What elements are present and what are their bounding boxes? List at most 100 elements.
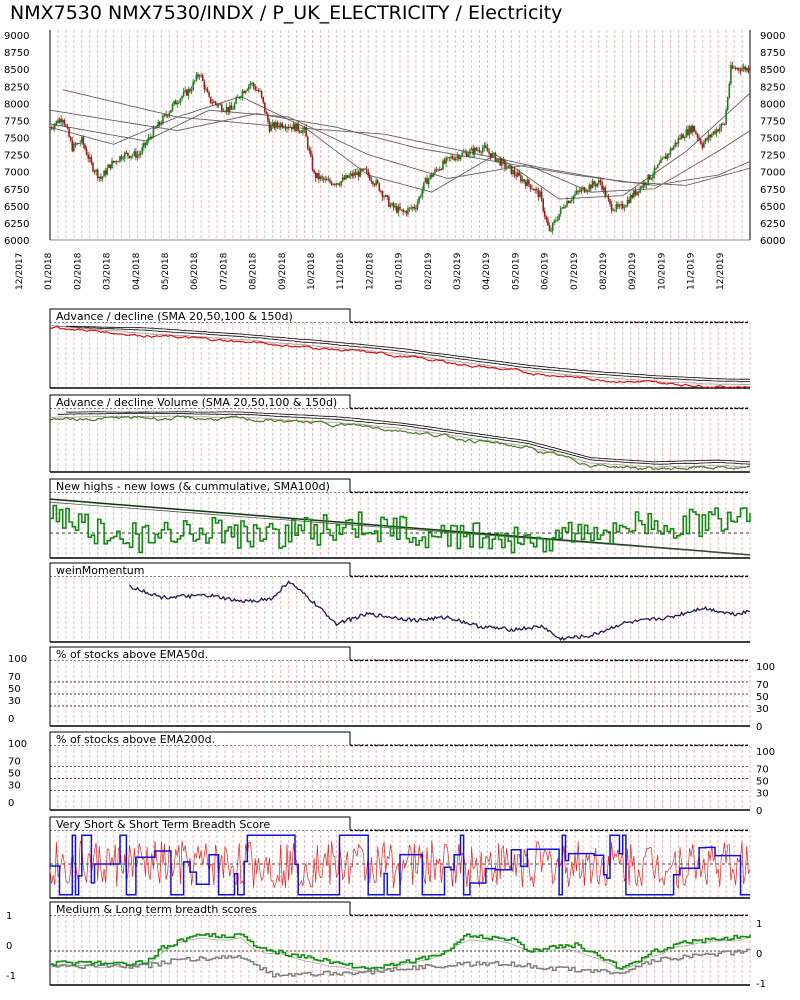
candle-body [82,137,85,145]
candle-body [252,83,255,87]
candle-body [271,122,274,126]
candle-body [291,126,293,130]
candle-body [120,156,123,160]
candle-body [548,225,551,231]
candle-body [361,168,363,171]
candle-body [693,125,696,132]
candle-body [583,187,586,193]
candle-body [101,176,104,179]
candle-body [496,159,498,162]
candle-body [184,89,187,92]
candle-body [146,141,148,145]
panel-title: weinMomentum [56,564,144,577]
candle-body [706,138,708,140]
candle-body [736,68,739,69]
candle-body [108,164,110,169]
candle-body [287,127,290,128]
candle-body [591,181,594,189]
candle-body [294,123,296,132]
candle-body [609,199,611,204]
candle-body [599,180,602,183]
candle-body [431,174,433,177]
candle-body [208,92,210,97]
candle-body [461,152,463,157]
candle-body [483,145,486,148]
candle-body [696,133,699,138]
panel-title-tab [49,731,351,745]
candle-body [249,83,252,86]
candle-body [677,138,680,144]
candle-body [68,128,70,138]
candle-body [629,195,632,203]
y-tick-label-right: 0 [756,722,762,733]
candle-body [526,179,529,186]
candle-body [275,122,277,129]
candle-body [458,155,460,160]
candle-body [356,172,358,176]
candle-body [642,182,645,188]
y-tick-label-left: 7000 [4,168,29,179]
candle-body [715,129,718,134]
candle-body [703,142,705,148]
candle-body [389,205,392,207]
y-tick-label-right: 30 [756,788,769,799]
y-tick-label-right: 7750 [760,116,785,127]
candle-body [486,147,489,152]
candle-body [391,203,393,206]
candle-body [58,119,61,124]
candle-body [664,156,667,159]
candle-body [244,90,247,94]
candle-body [524,181,527,186]
candle-body [338,184,341,186]
panel-title-tab [49,816,351,830]
candle-body [221,104,223,111]
candle-body [267,114,269,122]
candle-body [601,182,603,190]
candle-body [491,153,494,158]
candle-body [257,89,260,92]
candle-body [606,195,608,197]
candle-body [123,152,126,159]
candle-body [653,167,656,176]
candle-body [485,145,487,148]
candle-body [381,191,384,198]
candle-body [631,195,634,198]
y-tick-label-left: 7750 [4,116,29,127]
y-tick-label-left: 70 [8,757,21,768]
candle-body [63,120,66,125]
sma-line [65,411,750,463]
candle-body [698,137,700,140]
candle-body [464,152,467,154]
candle-body [236,97,239,99]
candle-body [354,172,357,176]
candle-body [119,156,121,162]
candle-body [209,96,212,103]
candle-body [539,191,541,198]
candle-body [516,172,519,177]
x-tick-label: 08/2019 [599,252,609,290]
candle-body [380,190,382,192]
candle-body [555,220,557,222]
candle-body [155,127,158,129]
candle-body [127,152,129,156]
candle-body [580,188,583,192]
candle-body [494,152,497,162]
candle-body [61,120,64,122]
y-tick-label-right: 50 [756,777,769,788]
y-tick-label-right: 30 [756,704,769,715]
candle-body [273,122,276,129]
candle-body [326,179,328,181]
y-tick-label-right: -1 [756,979,766,990]
candle-body [321,176,323,178]
candle-body [332,184,334,185]
candle-body [179,98,182,103]
candle-body [50,127,53,129]
candle-body [501,159,503,166]
y-tick-label-left: 0 [8,714,14,725]
candle-body [378,183,381,191]
candle-body [407,208,409,214]
y-tick-label-left: 8000 [4,99,29,110]
panel-title: % of stocks above EMA50d. [56,648,208,661]
candle-body [650,177,653,180]
candle-body [341,177,344,181]
